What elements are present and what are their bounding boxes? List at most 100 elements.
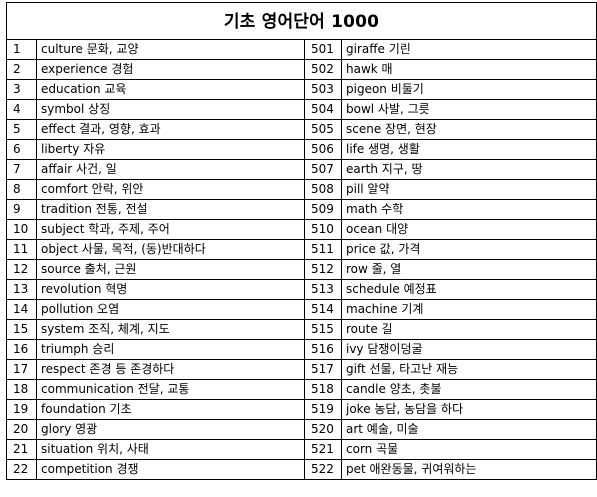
right-word-cell: machine 기계 — [340, 299, 597, 320]
right-word-cell: ivy 담쟁이덩굴 — [340, 339, 597, 360]
table-row: 22 competition 경쟁 522 pet 애완동물, 귀여워하는 — [6, 459, 597, 480]
right-number-cell: 509 — [304, 199, 342, 220]
left-number-cell: 16 — [6, 339, 37, 360]
right-word-cell: giraffe 기린 — [340, 39, 597, 60]
left-number-cell: 21 — [6, 439, 37, 460]
right-number-cell: 512 — [304, 259, 342, 280]
table-row: 10 subject 학과, 주제, 주어 510 ocean 대양 — [6, 219, 597, 240]
left-number-cell: 3 — [6, 79, 37, 100]
right-word-cell: ocean 대양 — [340, 219, 597, 240]
table-row: 21 situation 위치, 사태 521 corn 곡물 — [6, 439, 597, 460]
left-word-cell: foundation 기초 — [36, 399, 305, 420]
left-number-cell: 2 — [6, 59, 37, 80]
right-number-cell: 504 — [304, 99, 342, 120]
table-row: 18 communication 전달, 교통 518 candle 양초, 촛불 — [6, 379, 597, 400]
right-word-cell: earth 지구, 땅 — [340, 159, 597, 180]
vocabulary-table-body: 기초 영어단어 1000 1 culture 문화, 교양 501 giraffe 기… — [5, 2, 597, 480]
left-word-cell: symbol 상징 — [36, 99, 305, 120]
left-word-cell: object 사물, 목적, (동)반대하다 — [36, 239, 305, 260]
right-number-cell: 517 — [304, 359, 342, 380]
right-number-cell: 520 — [304, 419, 342, 440]
right-number-cell: 503 — [304, 79, 342, 100]
table-row: 7 affair 사건, 일 507 earth 지구, 땅 — [6, 159, 597, 180]
right-number-cell: 511 — [304, 239, 342, 260]
left-word-cell: experience 경험 — [36, 59, 305, 80]
right-word-cell: life 생명, 생활 — [340, 139, 597, 160]
right-number-cell: 505 — [304, 119, 342, 140]
left-word-cell: effect 결과, 영향, 효과 — [36, 119, 305, 140]
right-number-cell: 522 — [304, 459, 342, 480]
left-number-cell: 13 — [6, 279, 37, 300]
table-row: 17 respect 존경 등 존경하다 517 gift 선물, 타고난 재능 — [6, 359, 597, 380]
left-word-cell: respect 존경 등 존경하다 — [36, 359, 305, 380]
right-number-cell: 518 — [304, 379, 342, 400]
right-word-cell: pet 애완동물, 귀여워하는 — [340, 459, 597, 480]
table-row: 11 object 사물, 목적, (동)반대하다 511 price 값, 가격 — [6, 239, 597, 260]
right-word-cell: scene 장면, 현장 — [340, 119, 597, 140]
left-number-cell: 4 — [6, 99, 37, 120]
right-word-cell: joke 농담, 농담을 하다 — [340, 399, 597, 420]
table-row: 19 foundation 기초 519 joke 농담, 농담을 하다 — [6, 399, 597, 420]
left-word-cell: liberty 자유 — [36, 139, 305, 160]
left-word-cell: affair 사건, 일 — [36, 159, 305, 180]
table-row: 12 source 출처, 근원 512 row 줄, 열 — [6, 259, 597, 280]
table-row: 14 pollution 오염 514 machine 기계 — [6, 299, 597, 320]
right-number-cell: 519 — [304, 399, 342, 420]
right-word-cell: gift 선물, 타고난 재능 — [340, 359, 597, 380]
left-word-cell: communication 전달, 교통 — [36, 379, 305, 400]
left-word-cell: triumph 승리 — [36, 339, 305, 360]
left-word-cell: tradition 전통, 전설 — [36, 199, 305, 220]
right-word-cell: price 값, 가격 — [340, 239, 597, 260]
page-title: 기초 영어단어 1000 — [5, 2, 597, 40]
right-number-cell: 510 — [304, 219, 342, 240]
left-word-cell: system 조직, 체계, 지도 — [36, 319, 305, 340]
left-number-cell: 14 — [6, 299, 37, 320]
right-number-cell: 501 — [304, 39, 342, 60]
right-word-cell: schedule 예정표 — [340, 279, 597, 300]
right-word-cell: hawk 매 — [340, 59, 597, 80]
right-number-cell: 515 — [304, 319, 342, 340]
left-word-cell: revolution 혁명 — [36, 279, 305, 300]
left-number-cell: 8 — [6, 179, 37, 200]
table-row: 13 revolution 혁명 513 schedule 예정표 — [6, 279, 597, 300]
left-number-cell: 18 — [6, 379, 37, 400]
left-word-cell: pollution 오염 — [36, 299, 305, 320]
right-word-cell: candle 양초, 촛불 — [340, 379, 597, 400]
right-word-cell: bowl 사발, 그릇 — [340, 99, 597, 120]
right-word-cell: art 예술, 미술 — [340, 419, 597, 440]
left-number-cell: 7 — [6, 159, 37, 180]
table-row: 5 effect 결과, 영향, 효과 505 scene 장면, 현장 — [6, 119, 597, 140]
left-word-cell: culture 문화, 교양 — [36, 39, 305, 60]
left-number-cell: 17 — [6, 359, 37, 380]
left-word-cell: education 교육 — [36, 79, 305, 100]
table-row: 15 system 조직, 체계, 지도 515 route 길 — [6, 319, 597, 340]
vocabulary-table: 기초 영어단어 1000 1 culture 문화, 교양 501 giraffe 기… — [5, 2, 597, 480]
left-word-cell: source 출처, 근원 — [36, 259, 305, 280]
left-number-cell: 5 — [6, 119, 37, 140]
right-number-cell: 502 — [304, 59, 342, 80]
right-number-cell: 521 — [304, 439, 342, 460]
left-number-cell: 15 — [6, 319, 37, 340]
left-number-cell: 6 — [6, 139, 37, 160]
right-number-cell: 514 — [304, 299, 342, 320]
right-word-cell: row 줄, 열 — [340, 259, 597, 280]
right-word-cell: pigeon 비둘기 — [340, 79, 597, 100]
table-row: 2 experience 경험 502 hawk 매 — [6, 59, 597, 80]
left-number-cell: 10 — [6, 219, 37, 240]
left-number-cell: 19 — [6, 399, 37, 420]
left-word-cell: situation 위치, 사태 — [36, 439, 305, 460]
left-number-cell: 11 — [6, 239, 37, 260]
left-number-cell: 12 — [6, 259, 37, 280]
left-word-cell: subject 학과, 주제, 주어 — [36, 219, 305, 240]
right-number-cell: 508 — [304, 179, 342, 200]
right-word-cell: route 길 — [340, 319, 597, 340]
table-row: 9 tradition 전통, 전설 509 math 수학 — [6, 199, 597, 220]
right-number-cell: 513 — [304, 279, 342, 300]
left-number-cell: 22 — [6, 459, 37, 480]
table-row: 4 symbol 상징 504 bowl 사발, 그릇 — [6, 99, 597, 120]
left-word-cell: glory 영광 — [36, 419, 305, 440]
table-row: 8 comfort 안락, 위안 508 pill 알약 — [6, 179, 597, 200]
left-number-cell: 9 — [6, 199, 37, 220]
table-row: 20 glory 영광 520 art 예술, 미술 — [6, 419, 597, 440]
